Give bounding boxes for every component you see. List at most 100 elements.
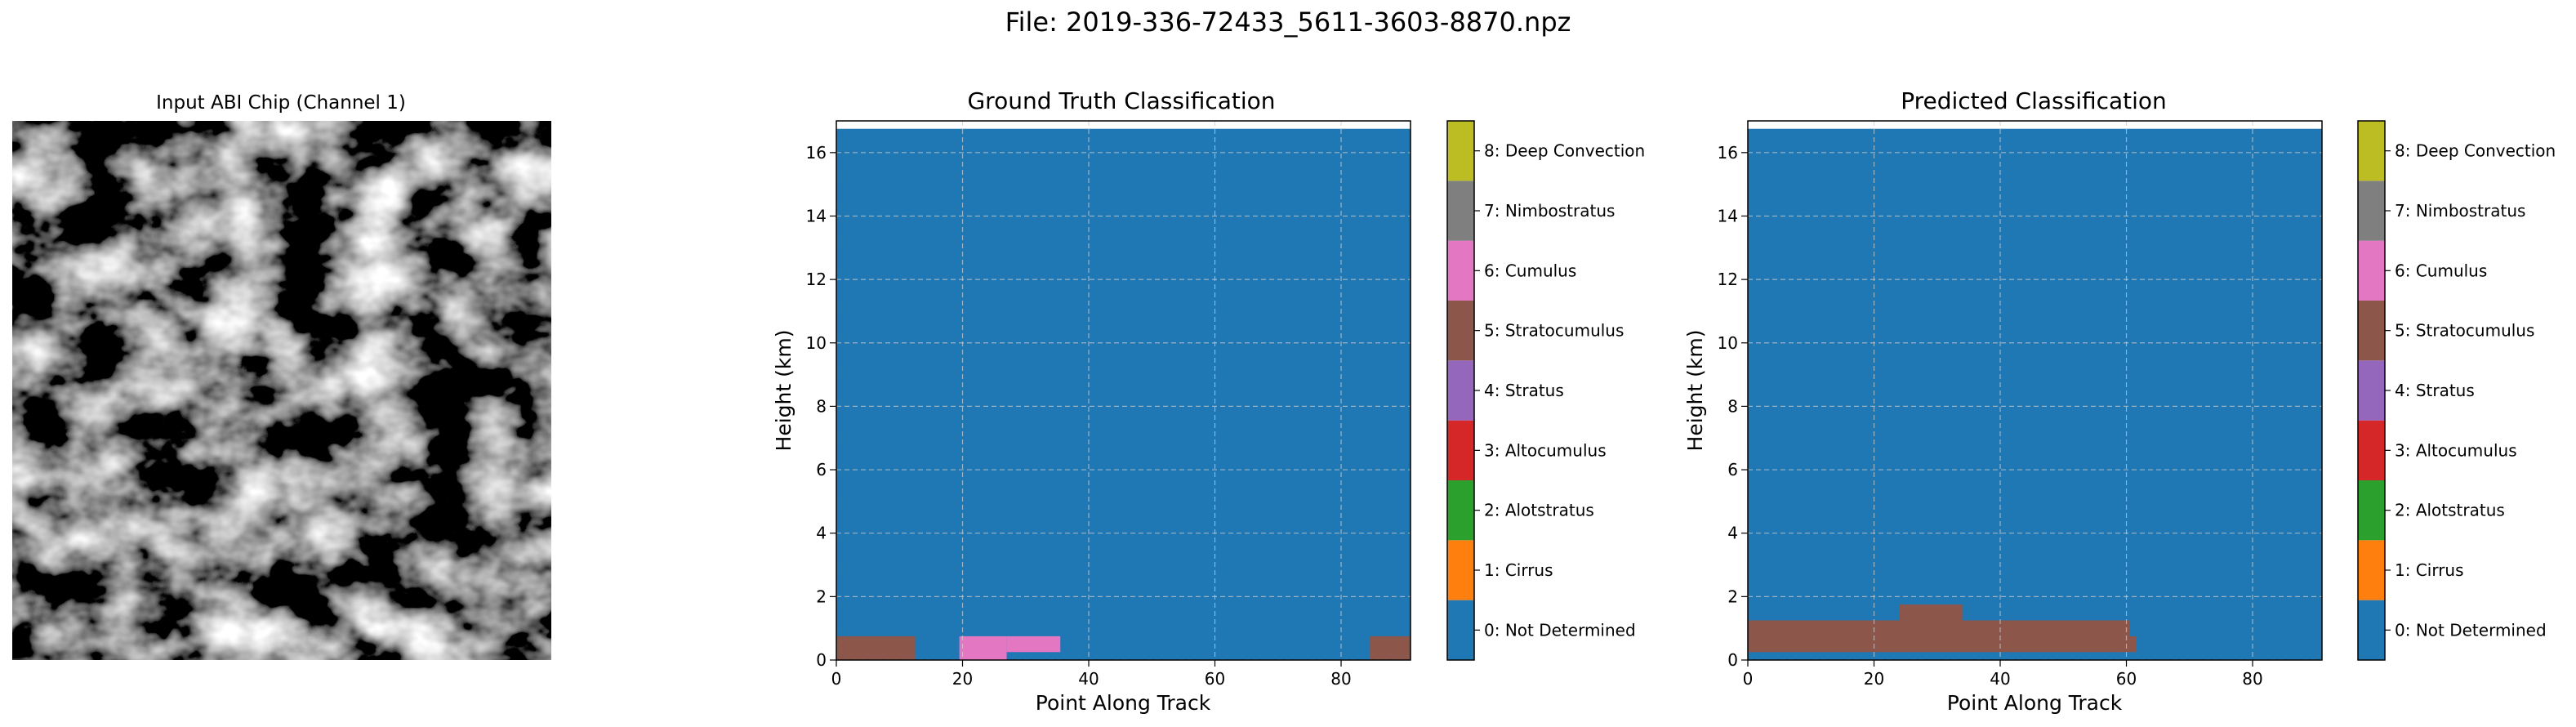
predicted-y-ticks: 0 2 4 6 8 10 12 14 16: [1718, 143, 1748, 670]
y-tick-label: 0: [816, 650, 827, 670]
y-tick-label: 0: [1727, 650, 1738, 670]
y-tick-label: 12: [806, 270, 827, 289]
colorbar-segment: [1447, 181, 1474, 241]
colorbar-label: 1: Cirrus: [2395, 560, 2464, 580]
y-tick-label: 8: [1727, 396, 1738, 416]
colorbar-segment: [1447, 301, 1474, 361]
heatmap-background-cell: [1748, 128, 2322, 661]
colorbar-segment: [2358, 121, 2385, 181]
heatmap-cell: [1006, 636, 1061, 653]
colorbar-segment: [2358, 540, 2385, 600]
ground-truth-x-ticks: 0 20 40 60 80: [831, 660, 1352, 689]
ground-truth-colorbar: 0: Not Determined 1: Cirrus 2: Alotstratus…: [1446, 120, 1645, 661]
colorbar-label: 0: Not Determined: [1484, 620, 1636, 640]
ground-truth-xlabel: Point Along Track: [1036, 691, 1211, 715]
y-tick-label: 4: [1727, 524, 1738, 543]
x-tick-label: 20: [1864, 669, 1884, 689]
colorbar-label: 8: Deep Convection: [2395, 141, 2556, 161]
heatmap-blank-region: [836, 121, 1411, 129]
colorbar-segment: [2358, 420, 2385, 480]
y-tick-label: 6: [1727, 460, 1738, 479]
colorbar-segment: [2358, 181, 2385, 241]
y-tick-label: 4: [816, 524, 827, 543]
colorbar-label: 7: Nimbostratus: [2395, 201, 2525, 221]
colorbar-segment: [1447, 240, 1474, 301]
y-tick-label: 16: [806, 143, 827, 163]
colorbar-segment: [2358, 301, 2385, 361]
heatmap-background-cell: [836, 128, 1411, 661]
predicted-panel: Predicted Classification 0 20 40 60 80 0 2 4 6 8…: [1683, 87, 2556, 715]
colorbar-label: 5: Stratocumulus: [1484, 321, 1624, 341]
ground-truth-title: Ground Truth Classification: [967, 87, 1275, 114]
predicted-title: Predicted Classification: [1901, 87, 2167, 114]
colorbar-frame: [2357, 120, 2386, 661]
colorbar-label: 2: Alotstratus: [1484, 501, 1594, 520]
heatmap-cell: [1369, 636, 1411, 660]
y-tick-label: 12: [1718, 270, 1738, 289]
heatmap-cell: [836, 636, 916, 660]
ground-truth-y-ticks: 0 2 4 6 8 10 12 14 16: [806, 143, 836, 670]
colorbar-label: 0: Not Determined: [2395, 620, 2547, 640]
y-tick-label: 2: [816, 587, 827, 606]
colorbar-segment: [1447, 121, 1474, 181]
ground-truth-panel: Ground Truth Classification 0 20 40 60 80 0 2…: [772, 87, 1645, 715]
predicted-x-ticks: 0 20 40 60 80: [1743, 660, 2263, 689]
input-chip-title: Input ABI Chip (Channel 1): [156, 92, 406, 114]
predicted-axes-frame: [1747, 120, 2323, 661]
colorbar-label: 5: Stratocumulus: [2395, 321, 2534, 341]
colorbar-label: 4: Stratus: [1484, 381, 1564, 400]
predicted-heatmap: [1748, 121, 2322, 661]
ground-truth-ylabel: Height (km): [772, 330, 796, 452]
y-tick-label: 10: [1718, 333, 1738, 353]
heatmap-cell: [1899, 604, 1963, 621]
colorbar-label: 6: Cumulus: [2395, 261, 2487, 280]
y-tick-label: 16: [1718, 143, 1738, 163]
colorbar-segment: [1447, 480, 1474, 541]
y-tick-label: 6: [816, 460, 827, 479]
x-tick-label: 0: [831, 669, 842, 689]
x-tick-label: 80: [2242, 669, 2262, 689]
predicted-ylabel: Height (km): [1683, 330, 1707, 452]
ground-truth-axes-frame: [836, 120, 1411, 661]
ground-truth-grid: [836, 121, 1411, 661]
colorbar-segment: [1447, 540, 1474, 600]
colorbar-label: 1: Cirrus: [1484, 560, 1553, 580]
y-tick-label: 14: [1718, 206, 1738, 225]
y-tick-label: 8: [816, 396, 827, 416]
colorbar-label: 7: Nimbostratus: [1484, 201, 1615, 221]
colorbar-label: 8: Deep Convection: [1484, 141, 1645, 161]
x-tick-label: 60: [1205, 669, 1225, 689]
colorbar-segment: [2358, 360, 2385, 421]
colorbar-frame: [1446, 120, 1475, 661]
colorbar-segment: [1447, 420, 1474, 480]
colorbar-segment: [2358, 600, 2385, 660]
x-tick-label: 0: [1743, 669, 1754, 689]
colorbar-segment: [1447, 360, 1474, 421]
x-tick-label: 40: [1990, 669, 2010, 689]
colorbar-segment: [2358, 240, 2385, 301]
x-tick-label: 60: [2116, 669, 2137, 689]
colorbar-label: 3: Altocumulus: [1484, 440, 1607, 460]
input-abi-chip-image: [12, 121, 551, 660]
y-tick-label: 14: [806, 206, 827, 225]
heatmap-cell: [1748, 620, 2124, 653]
predicted-xlabel: Point Along Track: [1947, 691, 2123, 715]
ground-truth-heatmap: [836, 121, 1411, 661]
heatmap-cell: [2123, 636, 2137, 653]
colorbar-label: 3: Altocumulus: [2395, 440, 2517, 460]
colorbar-segment: [2358, 480, 2385, 541]
colorbar-segment: [1447, 600, 1474, 660]
heatmap-cell: [959, 636, 1007, 660]
figure-suptitle: File: 2019-336-72433_5611-3603-8870.npz: [1005, 7, 1571, 38]
y-tick-label: 2: [1727, 587, 1738, 606]
heatmap-blank-region: [1748, 121, 2322, 129]
x-tick-label: 20: [952, 669, 973, 689]
colorbar-label: 4: Stratus: [2395, 381, 2475, 400]
y-tick-label: 10: [806, 333, 827, 353]
x-tick-label: 80: [1330, 669, 1351, 689]
colorbar-label: 2: Alotstratus: [2395, 501, 2505, 520]
x-tick-label: 40: [1078, 669, 1099, 689]
predicted-colorbar: 0: Not Determined 1: Cirrus 2: Alotstratus…: [2357, 120, 2556, 661]
colorbar-label: 6: Cumulus: [1484, 261, 1576, 280]
